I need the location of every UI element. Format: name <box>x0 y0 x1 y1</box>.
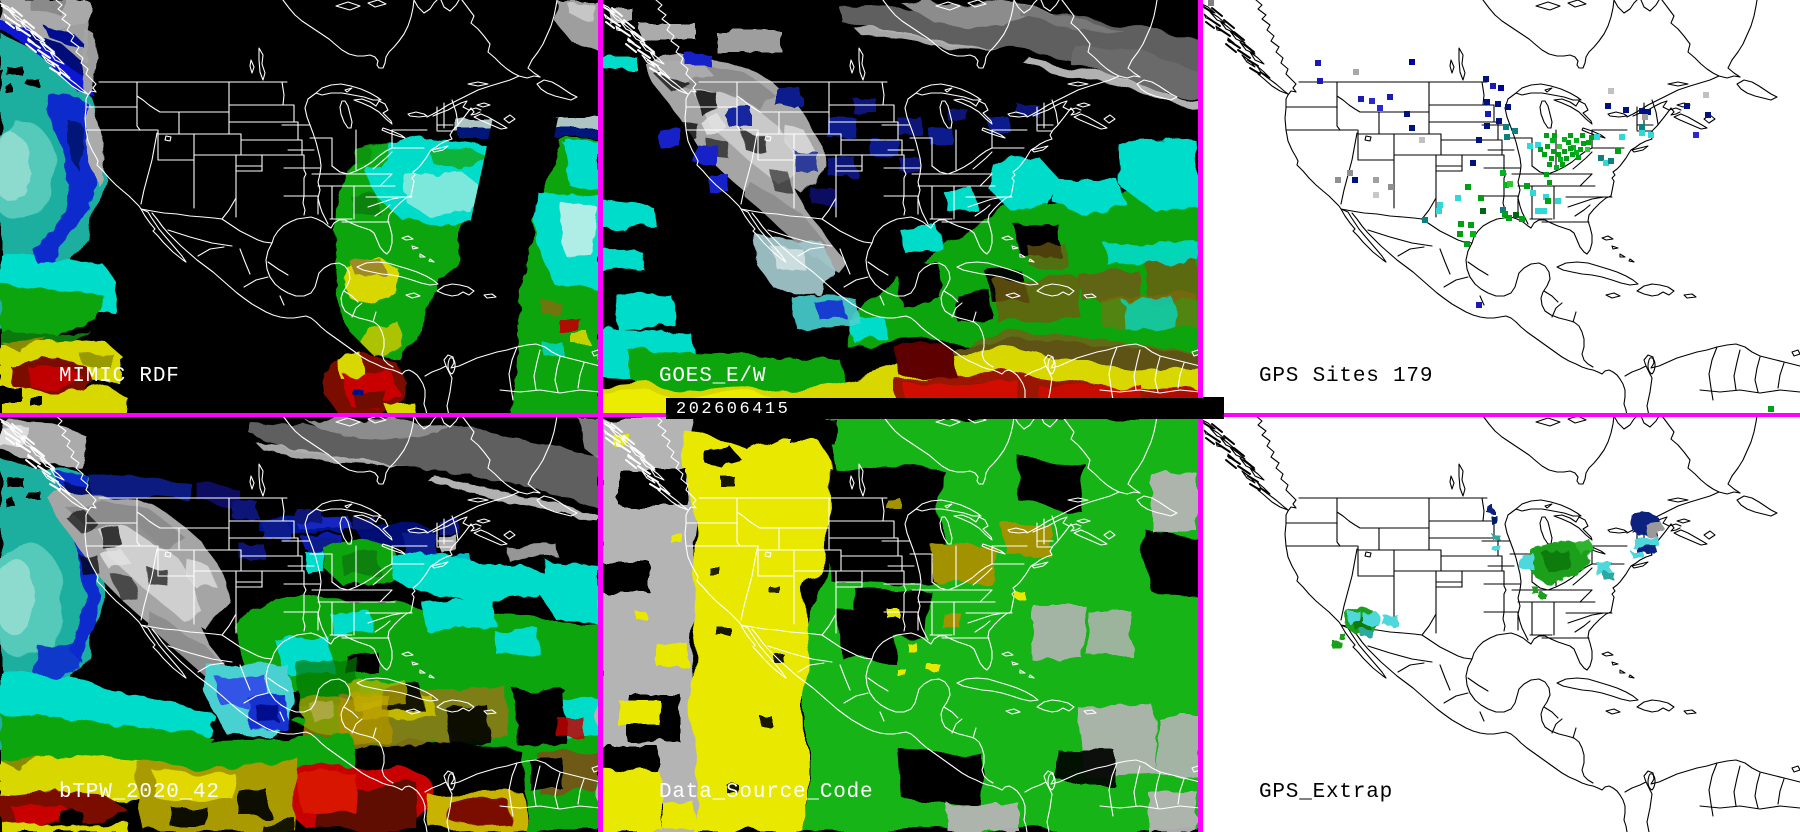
svg-text:GOES_E/W: GOES_E/W <box>659 365 766 388</box>
svg-text:Data_Source_Code: Data_Source_Code <box>659 781 873 804</box>
svg-text:GPS_Extrap: GPS_Extrap <box>1259 781 1393 804</box>
svg-text:bTPW_2020_42: bTPW_2020_42 <box>59 781 220 804</box>
svg-text:202606415: 202606415 <box>676 400 790 419</box>
svg-text:GPS Sites 179: GPS Sites 179 <box>1259 365 1433 388</box>
svg-text:MIMIC RDF: MIMIC RDF <box>59 365 180 388</box>
